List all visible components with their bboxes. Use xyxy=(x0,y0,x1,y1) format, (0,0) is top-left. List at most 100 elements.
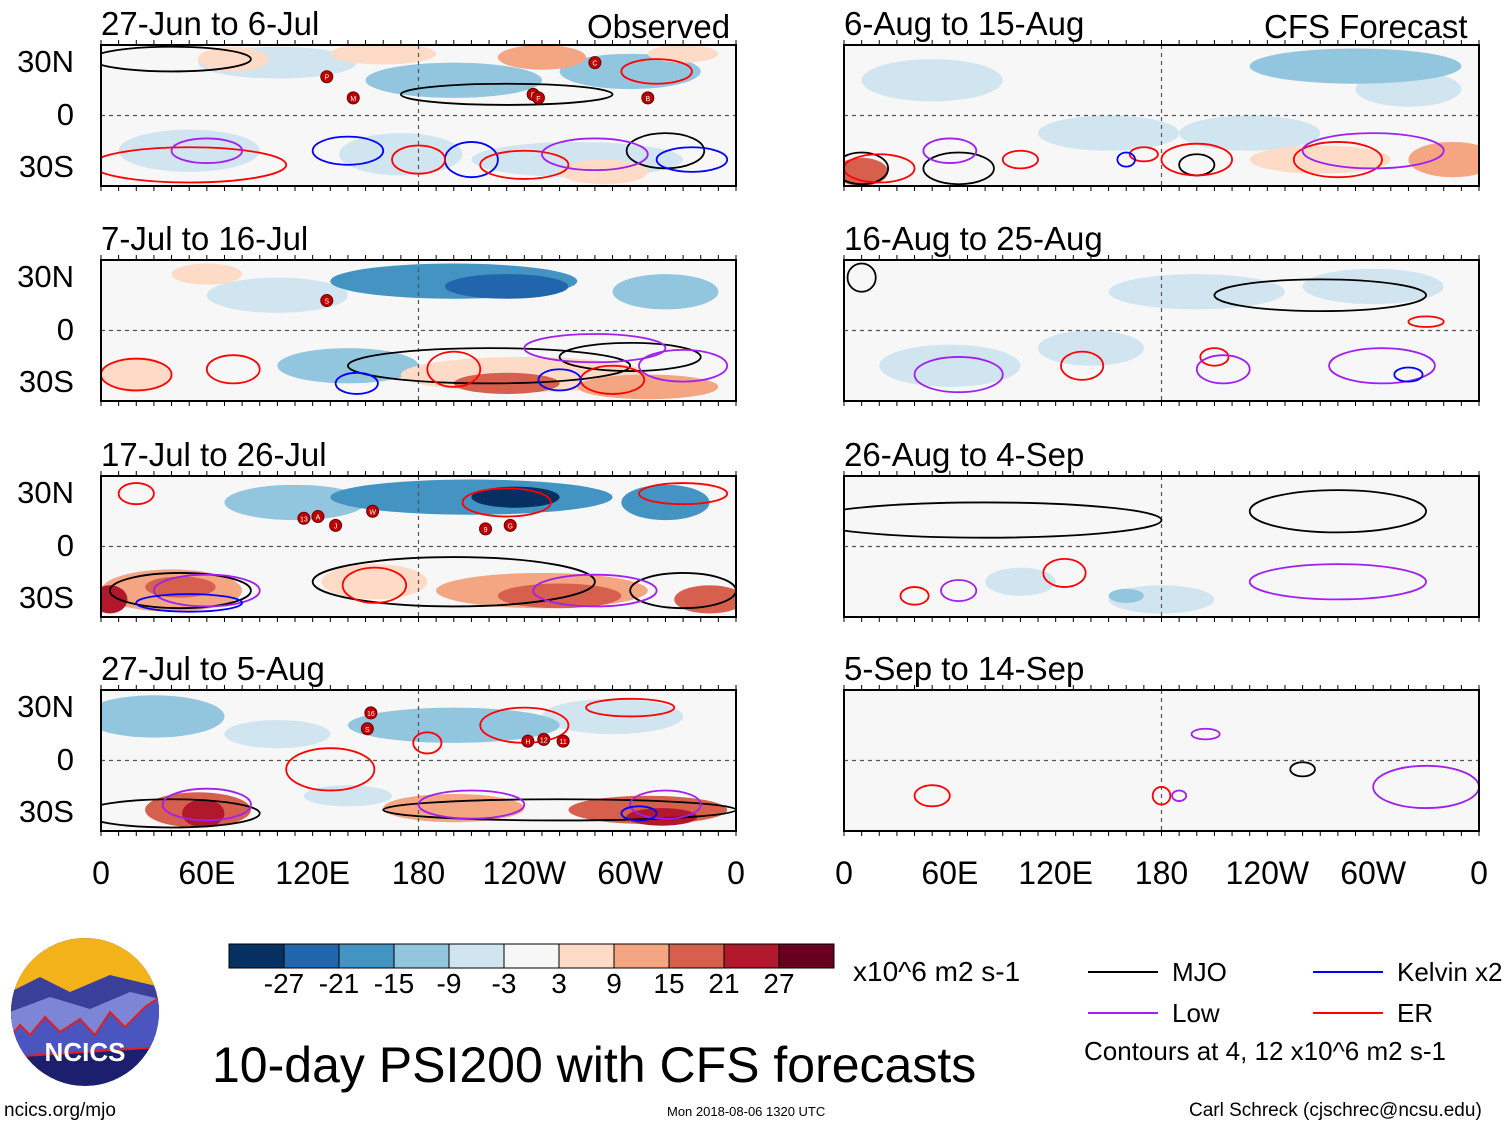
er-contour xyxy=(620,58,693,85)
er-contour xyxy=(461,487,552,518)
colorbar-label: -3 xyxy=(491,968,517,999)
mjo-contour xyxy=(399,82,614,106)
mjo-contour xyxy=(347,347,632,385)
er-contour xyxy=(1060,350,1105,381)
site-link[interactable]: ncics.org/mjo xyxy=(4,1100,116,1121)
low-contour xyxy=(161,787,252,822)
colorbar-swatch xyxy=(723,943,780,969)
anomaly-region xyxy=(101,356,172,393)
svg-text:9: 9 xyxy=(484,527,488,534)
kelvin-contour xyxy=(537,368,582,392)
lat-tick-label: 0 xyxy=(56,527,74,563)
anomaly-region xyxy=(1038,115,1180,151)
svg-text:16: 16 xyxy=(367,711,375,718)
er-contour xyxy=(1199,347,1230,367)
er-contour xyxy=(1407,315,1445,328)
low-contour xyxy=(1190,727,1221,741)
anomaly-region xyxy=(118,129,260,172)
anomaly-region xyxy=(330,45,437,65)
mjo-contour xyxy=(558,341,702,372)
kelvin-contour xyxy=(620,805,658,822)
legend-line xyxy=(1313,1012,1383,1014)
storm-marker: 12 xyxy=(537,732,551,746)
panel-period: 6-Aug to 15-Aug xyxy=(844,5,1085,42)
lon-tick-label: 180 xyxy=(1134,855,1189,891)
low-contour xyxy=(629,789,702,820)
panel-period: 5-Sep to 14-Sep xyxy=(844,650,1085,687)
anomaly-region xyxy=(1038,493,1180,529)
anomaly-region xyxy=(198,46,269,72)
er-contour xyxy=(913,784,951,808)
anomaly-region xyxy=(321,564,428,600)
low-contour xyxy=(523,333,667,364)
anomaly-region xyxy=(559,159,648,185)
storm-marker: P xyxy=(320,70,334,84)
legend-label: Kelvin x2 xyxy=(1397,957,1503,987)
lat-tick-label: 30N xyxy=(17,474,74,510)
low-contour xyxy=(153,573,261,608)
colorbar xyxy=(228,943,835,969)
svg-text:13: 13 xyxy=(300,516,308,523)
legend-label: MJO xyxy=(1172,957,1227,987)
storm-marker: 13 xyxy=(297,511,311,525)
observed-label: Observed xyxy=(587,8,731,45)
timestamp: Mon 2018-08-06 1320 UTC xyxy=(667,1104,826,1119)
lon-tick-label: 60E xyxy=(178,855,236,891)
anomaly-region xyxy=(1302,268,1444,305)
svg-text:F: F xyxy=(536,96,540,103)
anomaly-region xyxy=(612,274,719,310)
legend-line xyxy=(1088,1012,1158,1014)
svg-text:S: S xyxy=(365,727,370,734)
units-label: x10^6 m2 s-1 xyxy=(853,956,1021,987)
er-contour xyxy=(391,144,446,175)
map-panel: 13 A J W 9 G xyxy=(100,471,737,622)
anomaly-region xyxy=(647,45,719,63)
storm-marker: J xyxy=(329,518,343,532)
colorbar-label: 27 xyxy=(763,968,795,999)
anomaly-region xyxy=(171,263,243,285)
colorbar-swatch xyxy=(778,943,835,969)
lat-tick-label: 0 xyxy=(56,741,74,777)
svg-text:C: C xyxy=(592,61,597,68)
kelvin-contour xyxy=(334,371,379,395)
er-contour xyxy=(479,149,570,180)
colorbar-swatch xyxy=(228,943,285,969)
er-contour xyxy=(638,482,729,506)
legend-label: Low xyxy=(1172,998,1220,1028)
svg-text:B: B xyxy=(645,96,650,103)
er-contour xyxy=(1128,146,1159,163)
low-contour xyxy=(417,789,526,820)
low-contour xyxy=(532,573,658,608)
anomaly-region xyxy=(985,567,1056,596)
lat-tick-label: 30N xyxy=(17,43,74,79)
mjo-contour xyxy=(846,262,877,293)
mjo-contour xyxy=(1248,489,1427,534)
storm-marker: H xyxy=(521,734,535,748)
svg-text:M: M xyxy=(350,96,356,103)
mjo-contour xyxy=(382,798,736,822)
low-contour xyxy=(541,137,649,172)
lat-tick-label: 30N xyxy=(17,258,74,294)
colorbar-label: 9 xyxy=(606,968,622,999)
lon-tick-label: 0 xyxy=(1470,855,1488,891)
lat-tick-label: 30S xyxy=(18,149,74,185)
storm-marker: 16 xyxy=(364,706,378,720)
map-panel xyxy=(843,40,1480,191)
anomaly-region xyxy=(109,48,199,77)
er-contour xyxy=(1001,149,1039,170)
anomaly-region xyxy=(497,45,587,70)
colorbar-label: -27 xyxy=(263,968,305,999)
anomaly-region xyxy=(206,277,348,313)
storm-marker: M xyxy=(346,91,360,105)
low-contour xyxy=(1328,347,1436,385)
storm-marker: W xyxy=(366,504,380,518)
colorbar-swatch xyxy=(448,943,505,969)
svg-text:S: S xyxy=(324,299,329,306)
anomaly-region xyxy=(383,793,525,823)
map-panel xyxy=(843,255,1480,406)
colorbar-swatch xyxy=(668,943,725,969)
colorbar-label: 15 xyxy=(653,968,685,999)
lat-tick-label: 30S xyxy=(18,364,74,400)
er-contour xyxy=(426,350,482,388)
map-panel: 16 S H 12 11 xyxy=(100,685,737,836)
